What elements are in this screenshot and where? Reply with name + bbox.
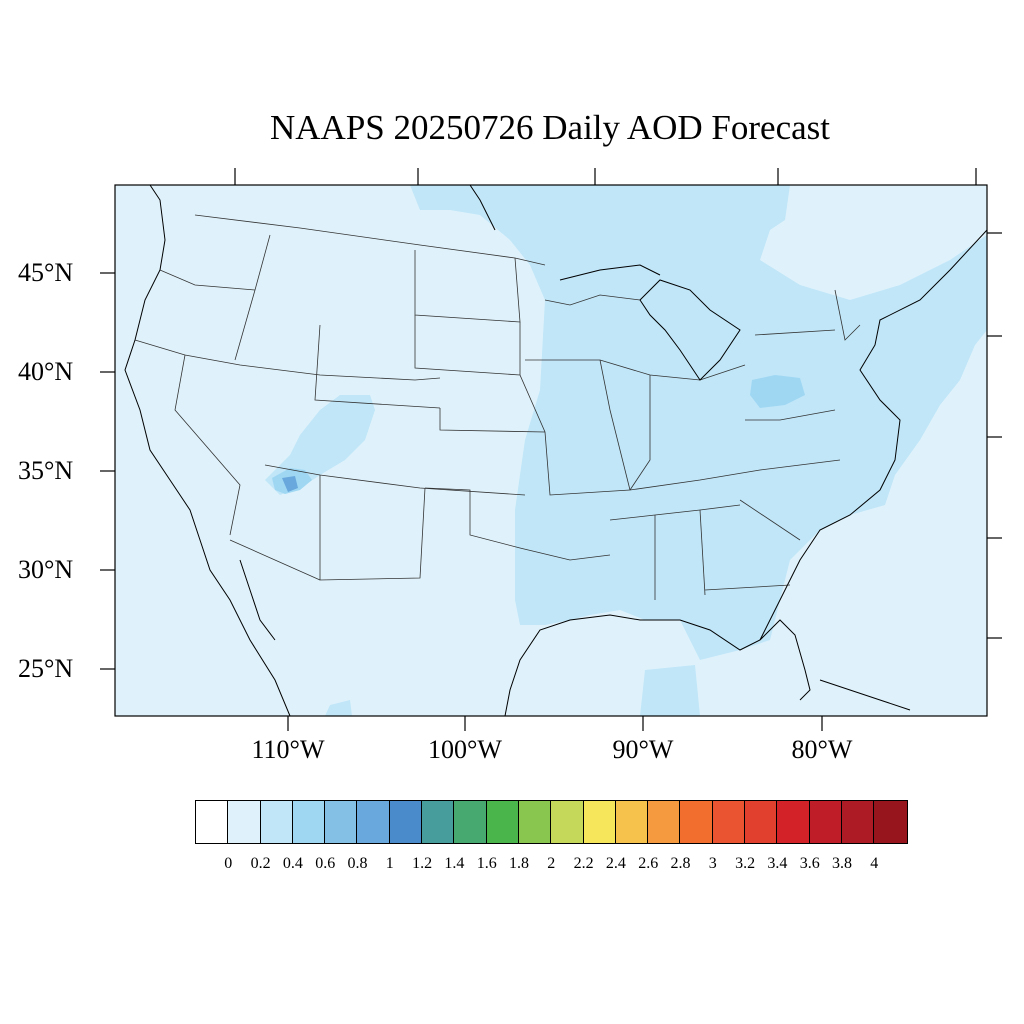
colorbar-swatch <box>260 801 293 843</box>
lon-label: 110°W <box>251 735 325 764</box>
lat-label: 35°N <box>18 456 74 485</box>
colorbar-label: 1.2 <box>412 855 433 872</box>
colorbar-labels: 0 0.2 0.4 0.6 0.8 1 1.2 1.4 1.6 1.8 2 2.2 2.4 2.6 2.8 3… <box>0 855 1024 879</box>
lon-label: 90°W <box>612 735 674 764</box>
colorbar-label: 0.4 <box>282 855 303 872</box>
colorbar-swatch <box>389 801 423 843</box>
colorbar-label: 0.2 <box>250 855 271 872</box>
lat-label: 45°N <box>18 258 74 287</box>
colorbar-label: 1 <box>385 855 394 872</box>
colorbar-label: 0.8 <box>347 855 368 872</box>
lat-label: 25°N <box>18 654 74 683</box>
lon-label: 100°W <box>428 735 502 764</box>
ticks <box>100 168 1002 731</box>
lat-label: 40°N <box>18 357 74 386</box>
boundaries <box>134 214 861 600</box>
map-title: NAAPS 20250726 Daily AOD Forecast <box>270 108 830 147</box>
aod-patch-peak <box>282 476 298 492</box>
colorbar-swatch <box>680 801 713 843</box>
colorbar-label: 4 <box>870 855 879 872</box>
colorbar-swatch <box>745 801 778 843</box>
colorbar-swatch <box>874 801 907 843</box>
colorbar-swatch <box>518 801 552 843</box>
colorbar-label: 0.6 <box>315 855 336 872</box>
aod-region-gulf <box>640 665 700 716</box>
lon-label: 80°W <box>791 735 853 764</box>
map-frame <box>114 184 988 717</box>
colorbar-label: 2.2 <box>573 855 594 872</box>
colorbar-label: 3.8 <box>832 855 852 872</box>
colorbar-label: 1.6 <box>476 855 497 872</box>
colorbar-label: 3.2 <box>735 855 756 872</box>
colorbar-swatch <box>777 801 810 843</box>
colorbar-label: 2.4 <box>605 855 626 872</box>
colorbar-label: 1.4 <box>444 855 465 872</box>
coastline <box>124 185 987 716</box>
colorbar-swatch <box>615 801 649 843</box>
colorbar-label: 2.6 <box>638 855 659 872</box>
aod-region-east <box>410 185 987 660</box>
colorbar-swatch <box>551 801 584 843</box>
colorbar-swatch <box>841 801 875 843</box>
colorbar-swatch <box>486 801 519 843</box>
colorbar-swatch <box>357 801 390 843</box>
colorbar-label: 3 <box>708 855 717 872</box>
colorbar-label: 2.8 <box>670 855 691 872</box>
colorbar-swatch <box>292 801 326 843</box>
colorbar <box>195 800 908 844</box>
colorbar-swatch <box>583 801 616 843</box>
colorbar-swatch <box>325 801 358 843</box>
colorbar-label: 3.6 <box>799 855 820 872</box>
colorbar-swatch <box>454 801 487 843</box>
colorbar-swatch <box>648 801 681 843</box>
colorbar-swatch <box>196 801 229 843</box>
lat-label: 30°N <box>18 555 74 584</box>
aod-patch-mid <box>750 375 805 408</box>
colorbar-label: 3.4 <box>767 855 788 872</box>
colorbar-swatch <box>809 801 842 843</box>
colorbar-label: 2 <box>547 855 556 872</box>
colorbar-swatch <box>228 801 261 843</box>
colorbar-label: 1.8 <box>509 855 529 872</box>
aod-region-southwest-small <box>325 700 352 716</box>
colorbar-swatch <box>712 801 746 843</box>
colorbar-swatch <box>422 801 455 843</box>
colorbar-label: 0 <box>224 855 233 872</box>
